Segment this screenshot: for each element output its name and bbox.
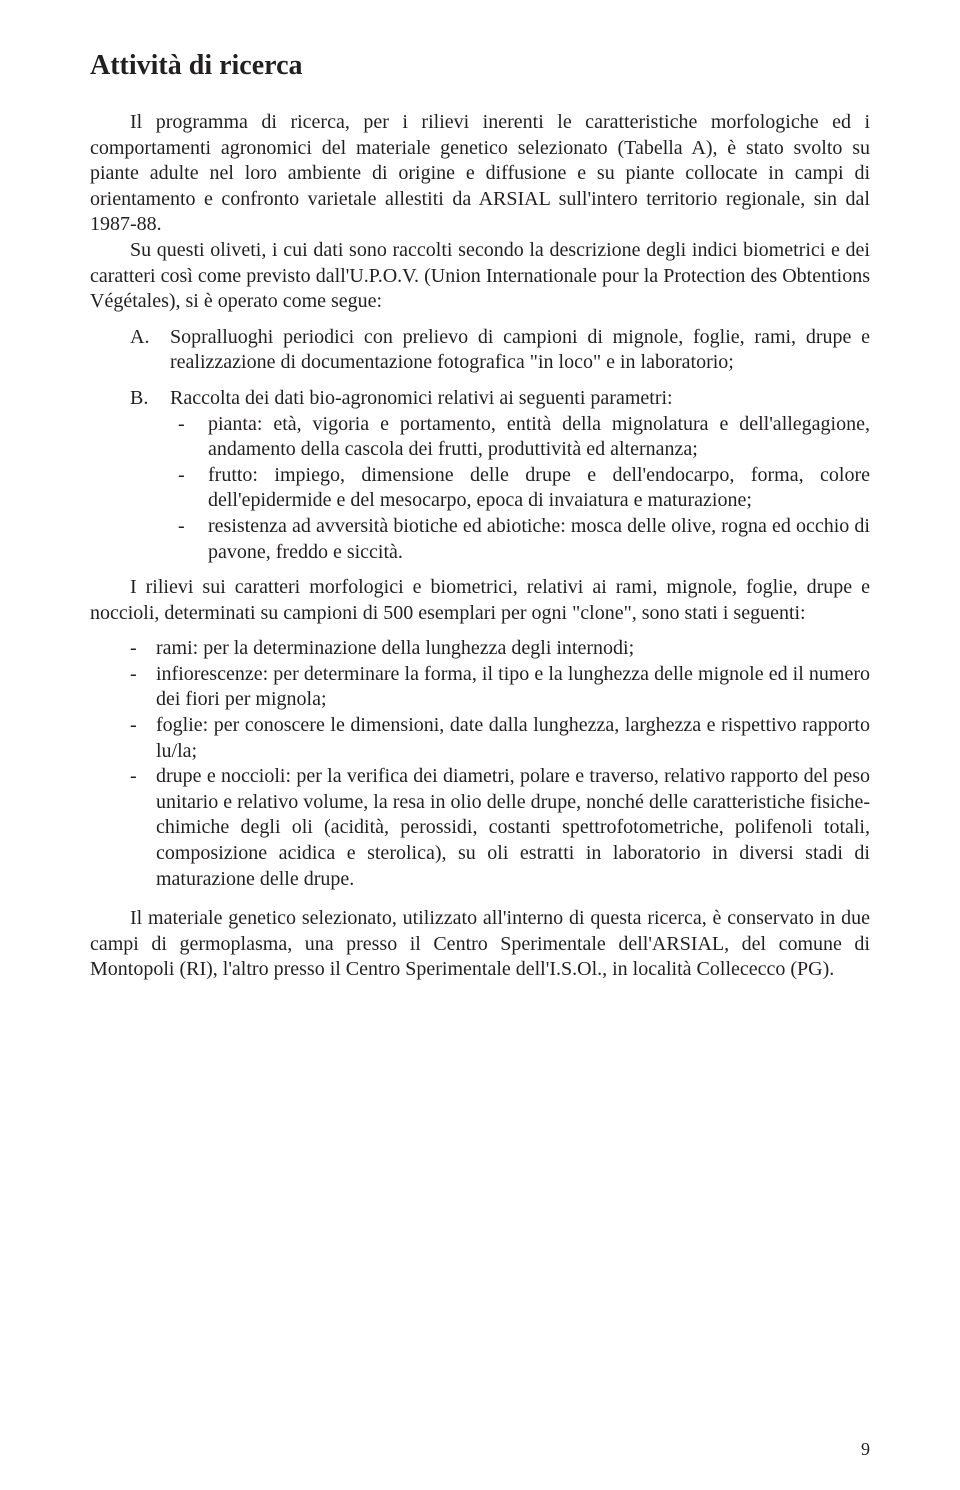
dash-body: infiorescenze: per determinare la forma,…	[156, 662, 870, 713]
dash-item: - drupe e noccioli: per la verifica dei …	[130, 764, 870, 892]
page-number: 9	[861, 1439, 870, 1460]
letter-body-b: Raccolta dei dati bio-agronomici relativ…	[170, 386, 870, 565]
dash-body: pianta: età, vigoria e portamento, entit…	[208, 412, 870, 463]
letter-label-b: B.	[130, 386, 170, 565]
letter-label-a: A.	[130, 325, 170, 376]
dash-body: drupe e noccioli: per la verifica dei di…	[156, 764, 870, 892]
dash-item: - infiorescenze: per determinare la form…	[130, 662, 870, 713]
dash-marker-icon: -	[130, 662, 156, 713]
dash-marker-icon: -	[130, 764, 156, 892]
dash-list-b: - pianta: età, vigoria e portamento, ent…	[170, 412, 870, 566]
dash-item: - foglie: per conoscere le dimensioni, d…	[130, 713, 870, 764]
dash-item: - rami: per la determinazione della lung…	[130, 636, 870, 662]
dash-marker-icon: -	[170, 514, 208, 565]
letter-item-b: B. Raccolta dei dati bio-agronomici rela…	[130, 386, 870, 565]
dash-marker-icon: -	[170, 463, 208, 514]
dash-item: - pianta: età, vigoria e portamento, ent…	[170, 412, 870, 463]
dash-marker-icon: -	[130, 636, 156, 662]
closing-paragraph: Il materiale genetico selezionato, utili…	[90, 906, 870, 983]
letter-b-intro: Raccolta dei dati bio-agronomici relativ…	[170, 387, 673, 409]
outer-dash-list: - rami: per la determinazione della lung…	[130, 636, 870, 892]
mid-paragraph: I rilievi sui caratteri morfologici e bi…	[90, 575, 870, 626]
dash-marker-icon: -	[170, 412, 208, 463]
dash-marker-icon: -	[130, 713, 156, 764]
dash-body: frutto: impiego, dimensione delle drupe …	[208, 463, 870, 514]
document-page: Attività di ricerca Il programma di rice…	[0, 0, 960, 1490]
intro-text-1: Il programma di ricerca, per i rilievi i…	[90, 111, 870, 235]
intro-paragraph: Il programma di ricerca, per i rilievi i…	[90, 110, 870, 238]
dash-body: rami: per la determinazione della lunghe…	[156, 636, 870, 662]
dash-body: resistenza ad avversità biotiche ed abio…	[208, 514, 870, 565]
letter-item-a: A. Sopralluoghi periodici con prelievo d…	[130, 325, 870, 376]
intro-cont: Su questi oliveti, i cui dati sono racco…	[90, 238, 870, 315]
dash-item: - frutto: impiego, dimensione delle drup…	[170, 463, 870, 514]
intro-text-2: Su questi oliveti, i cui dati sono racco…	[90, 239, 870, 312]
dash-body: foglie: per conoscere le dimensioni, dat…	[156, 713, 870, 764]
dash-item: - resistenza ad avversità biotiche ed ab…	[170, 514, 870, 565]
page-title: Attività di ricerca	[90, 50, 870, 82]
letter-body-a: Sopralluoghi periodici con prelievo di c…	[170, 325, 870, 376]
